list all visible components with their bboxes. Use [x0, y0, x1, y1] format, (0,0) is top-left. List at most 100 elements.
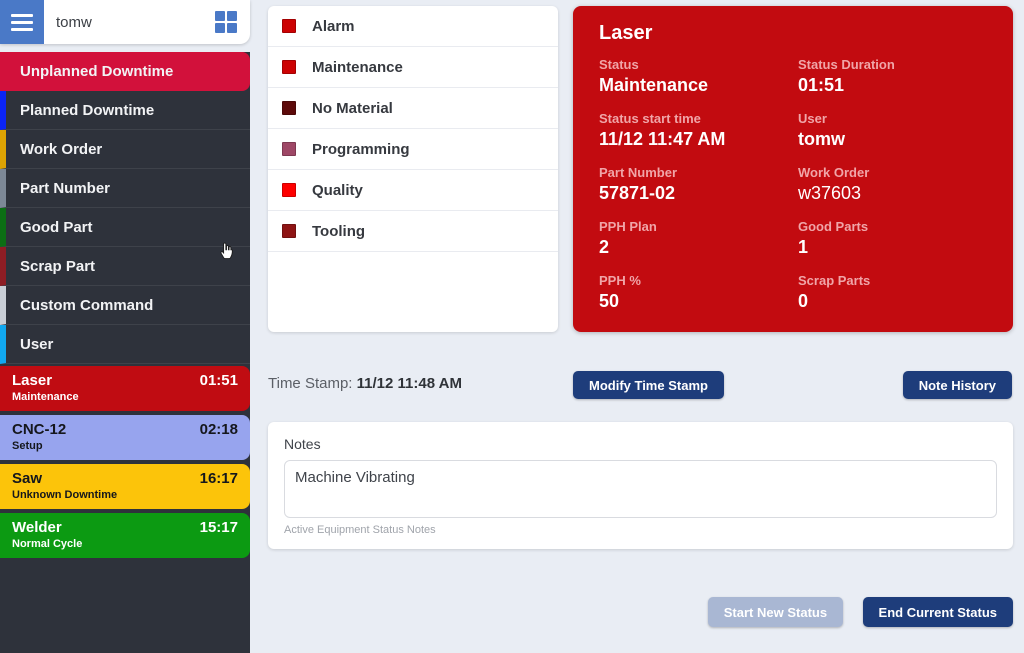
equipment-name: Welder [12, 519, 62, 536]
notes-card: Notes Machine Vibrating Active Equipment… [268, 422, 1013, 549]
status-options-card: Alarm Maintenance No Material Programmin… [268, 6, 558, 332]
detail-field: PPH % 50 [599, 273, 788, 312]
status-option-row[interactable]: Alarm [268, 6, 558, 47]
sidebar-menu-item[interactable]: Custom Command [0, 286, 250, 325]
detail-field: Status Duration 01:51 [798, 57, 987, 96]
status-option-row[interactable]: Programming [268, 129, 558, 170]
equipment-status: Setup [12, 440, 43, 452]
detail-field-value: 50 [599, 291, 620, 311]
detail-field-value: 0 [798, 291, 809, 311]
apps-grid-icon[interactable] [214, 7, 238, 37]
equipment-name: Laser [12, 372, 53, 389]
sidebar-menu-item[interactable]: Work Order [0, 130, 250, 169]
detail-field: Status start time 11/12 11:47 AM [599, 111, 788, 150]
sidebar-menu-item[interactable]: Scrap Part [0, 247, 250, 286]
modify-time-stamp-button[interactable]: Modify Time Stamp [573, 371, 724, 399]
end-current-status-button[interactable]: End Current Status [862, 597, 1013, 627]
status-color-swatch [282, 183, 296, 197]
sidebar-menu-item[interactable]: Part Number [0, 169, 250, 208]
equipment-name: Saw [12, 470, 43, 487]
status-option-label: No Material [312, 99, 393, 117]
hamburger-menu-icon[interactable] [0, 0, 44, 44]
status-color-swatch [282, 224, 296, 238]
sidebar-menu-item-label: Planned Downtime [20, 101, 155, 119]
detail-field-value: Maintenance [599, 75, 709, 95]
sidebar-menu-item-label: Part Number [20, 179, 111, 197]
detail-field-label: Status Duration [798, 57, 895, 72]
detail-field-label: Work Order [798, 165, 870, 180]
timestamp-label: Time Stamp: [268, 375, 353, 392]
equipment-card[interactable]: Laser 01:51 Maintenance [0, 366, 250, 411]
notes-helper-text: Active Equipment Status Notes [284, 524, 436, 536]
sidebar-menu-item[interactable]: Planned Downtime [0, 91, 250, 130]
detail-field-label: User [798, 111, 827, 126]
detail-field: PPH Plan 2 [599, 219, 788, 258]
status-option-label: Tooling [312, 222, 366, 240]
status-color-swatch [282, 142, 296, 156]
status-option-row[interactable]: Quality [268, 170, 558, 211]
notes-label: Notes [284, 436, 321, 452]
detail-field-label: Scrap Parts [798, 273, 871, 288]
main-content: Alarm Maintenance No Material Programmin… [250, 0, 1024, 653]
start-new-status-button[interactable]: Start New Status [707, 597, 844, 627]
detail-field-value: w37603 [798, 183, 862, 203]
equipment-status: Normal Cycle [12, 538, 83, 550]
equipment-status-duration: 01:51 [199, 372, 238, 389]
sidebar-menu-item-label: Good Part [20, 218, 93, 236]
detail-field: Work Order w37603 [798, 165, 987, 204]
detail-field: User tomw [798, 111, 987, 150]
detail-field-label: PPH % [599, 273, 641, 288]
detail-field: Part Number 57871-02 [599, 165, 788, 204]
detail-field-label: Status [599, 57, 639, 72]
status-option-row[interactable]: Maintenance [268, 47, 558, 88]
note-history-button[interactable]: Note History [902, 371, 1012, 399]
sidebar-menu: Unplanned Downtime Planned Downtime Work… [0, 52, 250, 653]
timestamp-text: Time Stamp: 11/12 11:48 AM [268, 375, 462, 392]
status-option-label: Maintenance [312, 58, 403, 76]
detail-field-value: 2 [599, 237, 610, 257]
sidebar-menu-item-label: User [20, 335, 54, 353]
user-input[interactable] [56, 13, 215, 31]
detail-field-label: Status start time [599, 111, 701, 126]
active-status-panel: Laser Status Maintenance Status Duration… [573, 6, 1013, 332]
detail-field-label: Good Parts [798, 219, 869, 234]
equipment-name: CNC-12 [12, 421, 67, 438]
detail-field-label: PPH Plan [599, 219, 657, 234]
sidebar-menu-item-label: Custom Command [20, 296, 154, 314]
bottom-actions: Start New Status End Current Status [250, 597, 1013, 627]
equipment-list: Laser 01:51 Maintenance CNC-12 02:18 Set… [0, 364, 250, 558]
sidebar-menu-item-label: Scrap Part [20, 257, 96, 275]
status-option-label: Quality [312, 181, 363, 199]
equipment-card[interactable]: Saw 16:17 Unknown Downtime [0, 464, 250, 509]
timestamp-row: Time Stamp: 11/12 11:48 AM Modify Time S… [268, 368, 1013, 410]
equipment-status-duration: 16:17 [199, 470, 238, 487]
sidebar-menu-item[interactable]: Good Part [0, 208, 250, 247]
status-option-row[interactable]: No Material [268, 88, 558, 129]
detail-field-value: 1 [798, 237, 809, 257]
equipment-status: Unknown Downtime [12, 489, 118, 501]
sidebar-menu-item-label: Unplanned Downtime [20, 62, 174, 80]
sidebar-menu-item-label: Work Order [20, 140, 103, 158]
equipment-card[interactable]: Welder 15:17 Normal Cycle [0, 513, 250, 558]
status-color-swatch [282, 60, 296, 74]
status-color-swatch [282, 101, 296, 115]
equipment-title: Laser [599, 22, 653, 44]
sidebar-menu-item[interactable]: Unplanned Downtime [0, 52, 250, 91]
equipment-status-duration: 15:17 [199, 519, 238, 536]
equipment-status: Maintenance [12, 391, 79, 403]
detail-field-value: 11/12 11:47 AM [599, 129, 726, 149]
equipment-status-duration: 02:18 [199, 421, 238, 438]
timestamp-value: 11/12 11:48 AM [356, 375, 462, 392]
detail-field: Good Parts 1 [798, 219, 987, 258]
notes-input[interactable]: Machine Vibrating [284, 460, 997, 518]
detail-field-value: tomw [798, 129, 845, 149]
status-option-label: Programming [312, 140, 410, 158]
sidebar: Unplanned Downtime Planned Downtime Work… [0, 0, 250, 653]
detail-field-label: Part Number [599, 165, 678, 180]
sidebar-menu-item[interactable]: User [0, 325, 250, 364]
equipment-card[interactable]: CNC-12 02:18 Setup [0, 415, 250, 460]
sidebar-header [0, 0, 250, 44]
status-option-label: Alarm [312, 17, 355, 35]
status-option-row[interactable]: Tooling [268, 211, 558, 252]
